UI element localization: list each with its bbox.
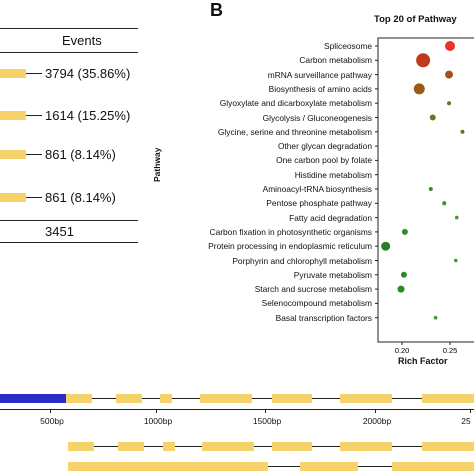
exon (340, 394, 392, 403)
event-count: 3794 (35.86%) (45, 66, 131, 81)
table-bottom-rule (0, 220, 138, 221)
event-bar-stub (26, 154, 42, 155)
pathway-label: Aminoacyl-tRNA biosynthesis (262, 184, 372, 194)
pathway-point (442, 201, 447, 206)
event-bar (0, 111, 26, 120)
pathway-label: Spliceosome (324, 41, 372, 51)
exon (422, 442, 474, 451)
scale-label: 500bp (40, 416, 64, 426)
table-final-rule (0, 242, 138, 243)
exon (116, 394, 142, 403)
events-total: 3451 (45, 224, 74, 239)
pathway-point (429, 114, 436, 121)
pathway-point (400, 271, 407, 278)
scale-label: 2000bp (362, 416, 392, 426)
exon (68, 462, 268, 471)
exon (163, 442, 175, 451)
x-tick-label: 0.25 (443, 346, 458, 355)
scale-label: 25 (461, 416, 471, 426)
utr-segment (0, 394, 66, 403)
scale-label: 1000bp (143, 416, 173, 426)
exon (300, 462, 358, 471)
event-count: 861 (8.14%) (45, 190, 116, 205)
pathway-label: Carbon fixation in photosynthetic organi… (209, 226, 372, 237)
pathway-label: Pentose phosphate pathway (266, 198, 372, 209)
scale-tick (156, 409, 157, 413)
pathway-point (413, 83, 425, 95)
exon (118, 442, 144, 451)
x-axis-title: Rich Factor (398, 356, 448, 366)
pathway-point (445, 41, 455, 51)
pathway-label: Histidine metabolism (294, 169, 372, 180)
scale-axis (0, 409, 474, 410)
pathway-label: Starch and sucrose metabolism (254, 284, 372, 295)
events-header: Events (62, 33, 102, 48)
pathway-point (397, 285, 405, 293)
pathway-label: Glycolysis / Gluconeogenesis (262, 112, 372, 123)
pathway-label: Glyoxylate and dicarboxylate metabolism (219, 98, 372, 109)
pathway-point (416, 53, 431, 68)
event-count: 1614 (15.25%) (45, 108, 131, 123)
pathway-point (445, 70, 454, 79)
exon (160, 394, 172, 403)
event-bar-stub (26, 73, 42, 74)
pathway-point (447, 101, 452, 106)
panel-b-label: B (210, 0, 223, 20)
pathway-label: Other glycan degradation (277, 141, 372, 152)
scale-tick (50, 409, 51, 413)
scale-tick (375, 409, 376, 413)
pathway-label: Basal transcription factors (275, 312, 372, 323)
pathway-label: Protein processing in endoplasmic reticu… (208, 241, 372, 252)
pathway-label: Porphyrin and chlorophyll metabolism (232, 255, 372, 266)
pathway-point (433, 315, 438, 320)
pathway-point (428, 187, 433, 191)
exon (66, 394, 92, 403)
transcript-track (68, 446, 474, 447)
pathway-label: Carbon metabolism (299, 55, 372, 66)
exon (422, 394, 474, 403)
pathway-label: One carbon pool by folate (276, 155, 372, 166)
scale-label: 1500bp (252, 416, 282, 426)
exon (202, 442, 254, 451)
event-bar-stub (26, 197, 42, 198)
event-count: 861 (8.14%) (45, 147, 116, 162)
table-header-rule (0, 52, 138, 53)
table-top-rule (0, 28, 138, 29)
transcript-track (68, 466, 474, 467)
pathway-point (454, 215, 459, 220)
event-bar (0, 150, 26, 159)
event-bar (0, 193, 26, 202)
exon (340, 442, 392, 451)
pathway-point (460, 129, 465, 134)
exon (200, 394, 252, 403)
exon (392, 462, 474, 471)
pathway-point (381, 241, 391, 251)
pathway-point (453, 258, 458, 263)
plot-frame (377, 37, 474, 343)
chart-title: Top 20 of Pathway (374, 14, 457, 25)
pathway-label: Glycine, serine and threonine metabolism (217, 126, 372, 137)
event-bar (0, 69, 26, 78)
x-tick-label: 0.20 (395, 346, 410, 355)
pathway-label: Fatty acid degradation (289, 212, 372, 223)
event-bar-stub (26, 115, 42, 116)
exon (272, 442, 312, 451)
pathway-label: Selenocompound metabolism (261, 298, 372, 309)
pathway-label: mRNA surveillance pathway (267, 69, 372, 80)
pathway-point (401, 228, 408, 235)
exon (272, 394, 312, 403)
pathway-label: Pyruvate metabolism (293, 269, 372, 280)
exon (68, 442, 94, 451)
scale-tick (470, 409, 471, 413)
scale-tick (265, 409, 266, 413)
pathway-label: Biosynthesis of amino acids (268, 83, 372, 94)
